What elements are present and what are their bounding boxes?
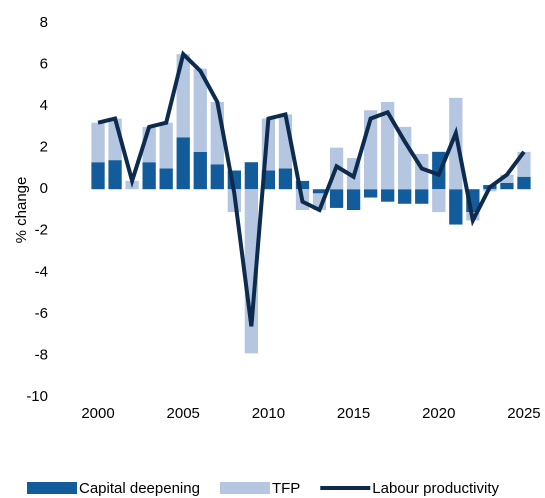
y-axis-label: % change <box>13 177 30 244</box>
bar <box>363 189 378 198</box>
bar <box>329 189 344 208</box>
bar <box>346 189 361 210</box>
y-tick-label: -8 <box>35 346 48 363</box>
legend-label: Capital deepening <box>79 480 200 497</box>
bar <box>193 151 207 190</box>
bar <box>159 168 173 190</box>
bar <box>312 189 327 194</box>
bar <box>500 174 514 183</box>
legend-swatch <box>27 482 77 494</box>
y-tick-label: 4 <box>40 97 48 114</box>
bar <box>398 189 412 204</box>
y-tick-label: -6 <box>35 305 48 322</box>
x-tick-label: 2005 <box>167 405 200 422</box>
bar <box>176 137 190 190</box>
bar <box>193 68 207 152</box>
bar <box>244 162 259 190</box>
x-tick-label: 2015 <box>337 405 370 422</box>
bar <box>295 180 310 190</box>
bar <box>91 162 105 190</box>
y-tick-label: 6 <box>40 56 48 73</box>
x-tick-label: 2025 <box>507 405 540 422</box>
x-tick-label: 2000 <box>81 405 114 422</box>
bar <box>142 162 156 190</box>
line <box>97 50 526 327</box>
bar <box>91 122 105 163</box>
bar <box>415 189 429 204</box>
bar <box>398 126 412 190</box>
x-tick-label: 2020 <box>422 405 455 422</box>
y-tick-label: 0 <box>40 180 48 197</box>
y-tick-label: 2 <box>40 139 48 156</box>
bar <box>278 168 293 190</box>
bar <box>381 189 395 202</box>
bar <box>517 176 531 190</box>
bar <box>108 160 122 190</box>
legend-swatch <box>219 482 270 494</box>
y-tick-label: -10 <box>26 388 48 405</box>
bar <box>210 164 224 190</box>
bar <box>381 101 395 190</box>
bar <box>500 182 514 190</box>
bar <box>449 189 463 225</box>
y-tick-label: -4 <box>35 263 48 280</box>
x-tick-label: 2010 <box>252 405 285 422</box>
bar <box>432 189 446 213</box>
legend-label: Labour productivity <box>372 480 499 497</box>
y-tick-label: -2 <box>35 222 48 239</box>
y-tick-label: 8 <box>40 14 48 31</box>
legend-label: TFP <box>272 480 300 497</box>
bar <box>159 122 173 169</box>
